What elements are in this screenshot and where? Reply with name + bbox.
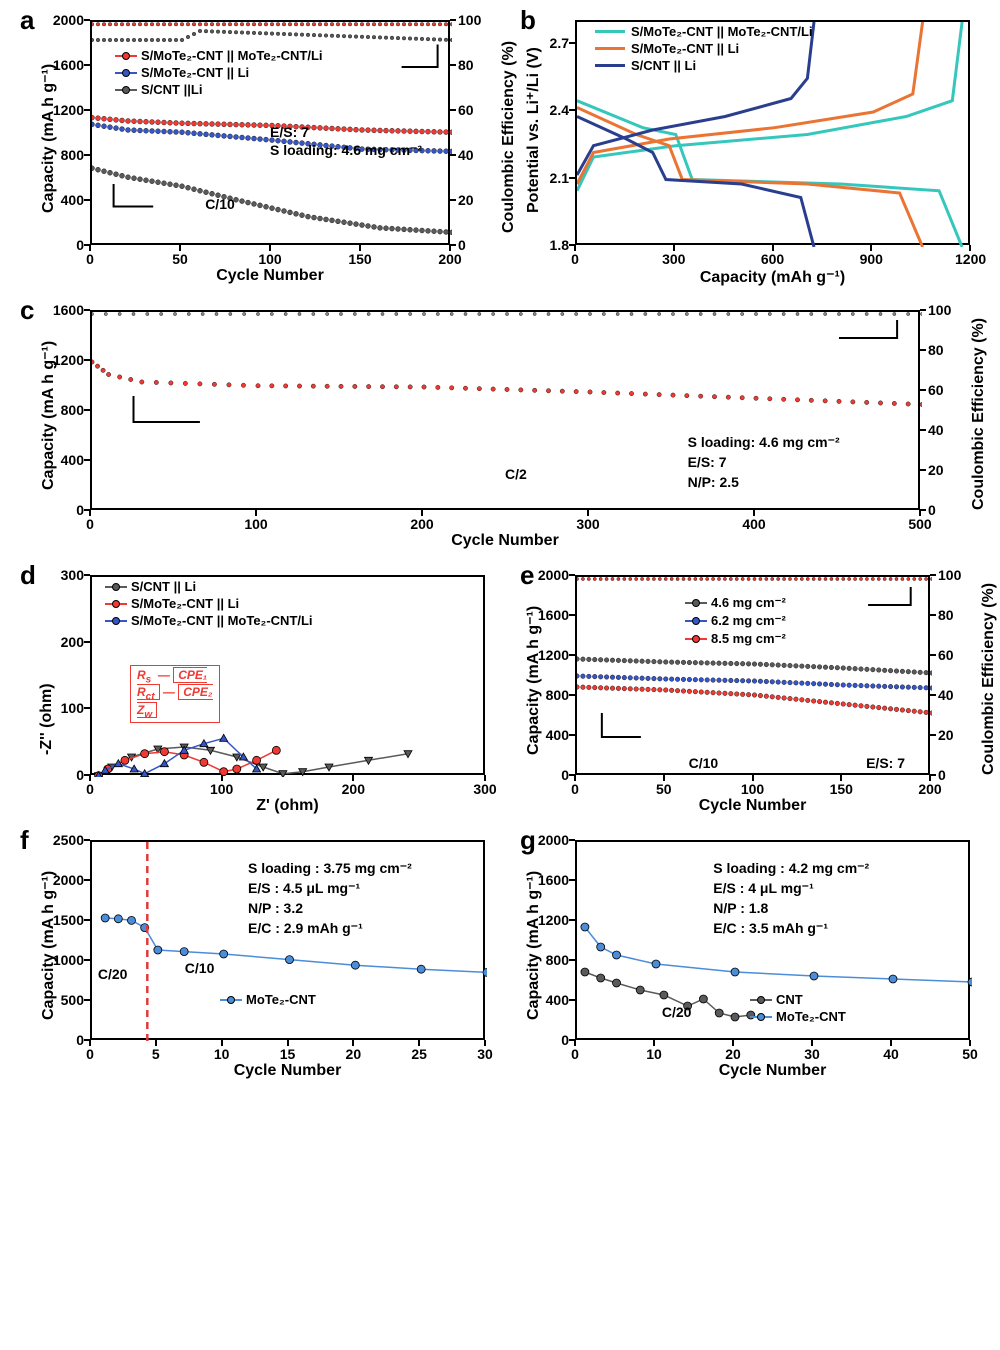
panel-f: f05101520253005001000150020002500Cycle N… <box>20 825 510 1085</box>
panel-g: g010203040500400800120016002000Cycle Num… <box>520 825 990 1085</box>
panel-b: b030060090012001.82.12.42.7Capacity (mAh… <box>520 5 990 285</box>
figure-root: a050100150200040080012001600200002040608… <box>0 0 1000 1350</box>
panel-e: e050100150200040080012001600200002040608… <box>520 560 990 820</box>
panel-a: a050100150200040080012001600200002040608… <box>20 5 510 285</box>
panel-c: c010020030040050004008001200160002040608… <box>20 295 980 555</box>
panel-d: d01002003000100200300Z' (ohm)-Z'' (ohm)S… <box>20 560 510 820</box>
chart-svg <box>92 312 922 512</box>
